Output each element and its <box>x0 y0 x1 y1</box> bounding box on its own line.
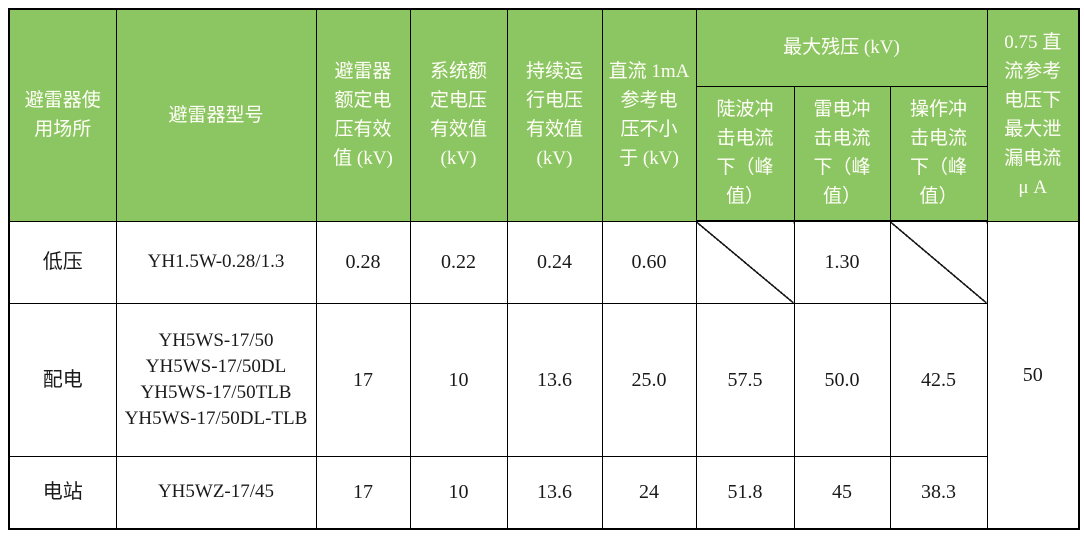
cell-system-voltage: 10 <box>409 302 508 457</box>
header-model: 避雷器型号 <box>115 8 317 222</box>
header-continuous-operating-voltage: 持续运 行电压 有效值 (kV) <box>506 8 603 222</box>
cell-model: YH5WZ-17/45 <box>115 455 317 530</box>
cell-dc-1ma-voltage: 24 <box>601 455 697 530</box>
table-row-distribution: 配电 YH5WS-17/50 YH5WS-17/50DL YH5WS-17/50… <box>8 302 1079 457</box>
diagonal-slash-cell-steep <box>695 220 795 304</box>
header-max-residual-voltage-group: 最大残压 (kV) <box>695 8 988 87</box>
cell-steep-residual: 57.5 <box>695 302 795 457</box>
cell-continuous-voltage: 0.24 <box>506 220 603 304</box>
cell-dc-1ma-voltage: 0.60 <box>601 220 697 304</box>
cell-location: 配电 <box>8 302 117 457</box>
header-lightning-impulse: 雷电冲 击电流 下（峰 值） <box>793 85 891 222</box>
cell-model: YH1.5W-0.28/1.3 <box>115 220 317 304</box>
cell-continuous-voltage: 13.6 <box>506 455 603 530</box>
cell-switching-residual: 38.3 <box>889 455 988 530</box>
arrester-spec-table: 避雷器使 用场所 避雷器型号 避雷器 额定电 压有效 值 (kV) 系统额 定电… <box>8 8 1080 530</box>
header-arrester-rated-voltage: 避雷器 额定电 压有效 值 (kV) <box>315 8 411 222</box>
header-leakage-current: 0.75 直 流参考 电压下 最大泄 漏电流 μ A <box>986 8 1080 221</box>
table-row-low-voltage: 低压 YH1.5W-0.28/1.3 0.28 0.22 0.24 0.60 1… <box>8 220 1080 530</box>
cell-leakage-current-merged: 50 <box>986 220 1080 530</box>
header-steep-wave-impulse: 陡波冲 击电流 下（峰 值） <box>695 85 795 222</box>
cell-location: 电站 <box>8 455 117 530</box>
cell-lightning-residual: 50.0 <box>793 302 891 457</box>
cell-continuous-voltage: 13.6 <box>506 302 603 457</box>
cell-rated-voltage: 17 <box>315 302 411 457</box>
header-dc-1ma-reference-voltage: 直流 1mA 参考电 压不小 于 (kV) <box>601 8 697 222</box>
cell-steep-residual: 51.8 <box>695 455 795 530</box>
diagonal-slash-cell-switching <box>889 220 988 304</box>
cell-rated-voltage: 0.28 <box>315 220 411 304</box>
cell-rated-voltage: 17 <box>315 455 411 530</box>
header-system-rated-voltage: 系统额 定电压 有效值 (kV) <box>409 8 508 222</box>
cell-system-voltage: 10 <box>409 455 508 530</box>
cell-location: 低压 <box>8 220 117 304</box>
cell-system-voltage: 0.22 <box>409 220 508 304</box>
cell-lightning-residual: 1.30 <box>793 220 891 304</box>
cell-switching-residual: 42.5 <box>889 302 988 457</box>
cell-dc-1ma-voltage: 25.0 <box>601 302 697 457</box>
header-switching-impulse: 操作冲 击电流 下（峰 值） <box>889 85 988 222</box>
cell-model: YH5WS-17/50 YH5WS-17/50DL YH5WS-17/50TLB… <box>115 302 317 457</box>
header-usage-location: 避雷器使 用场所 <box>8 8 117 222</box>
table-row-station: 电站 YH5WZ-17/45 17 10 13.6 24 51.8 45 38.… <box>8 455 1079 530</box>
cell-lightning-residual: 45 <box>793 455 891 530</box>
